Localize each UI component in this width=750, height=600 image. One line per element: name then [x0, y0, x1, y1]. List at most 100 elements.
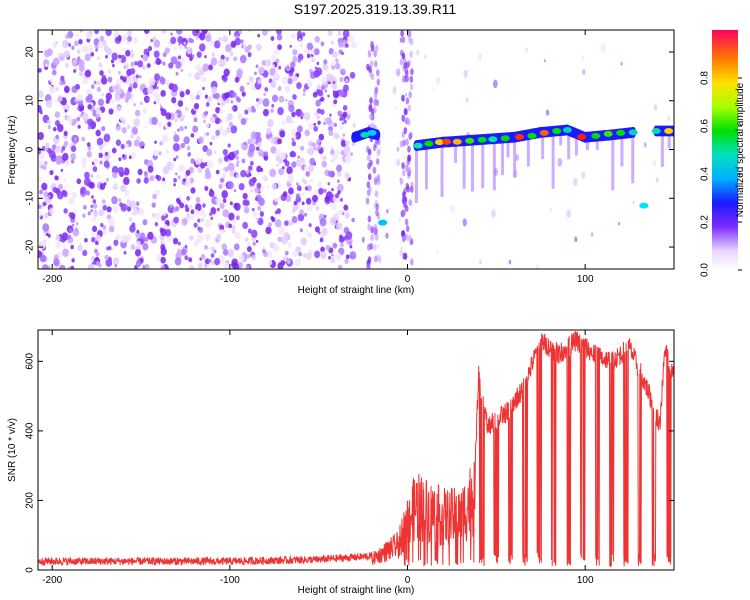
- speckle: [139, 232, 146, 240]
- speckle: [112, 64, 115, 68]
- speckle: [142, 53, 149, 62]
- speckle: [345, 78, 349, 83]
- speckle: [298, 38, 302, 42]
- speckle: [300, 116, 304, 120]
- speckle: [61, 79, 66, 85]
- speckle: [111, 52, 118, 61]
- speckle: [314, 48, 320, 56]
- speckle: [321, 160, 328, 168]
- speckle: [143, 171, 148, 176]
- speckle: [219, 177, 225, 184]
- speckle: [338, 89, 345, 97]
- speckle: [103, 45, 110, 53]
- speckle: [655, 177, 659, 183]
- speckle: [162, 166, 170, 175]
- speckle: [129, 224, 136, 233]
- speckle: [188, 37, 193, 44]
- speckle: [258, 149, 264, 157]
- speckle: [104, 151, 109, 157]
- speckle: [581, 171, 586, 179]
- speckle: [261, 30, 268, 36]
- speckle: [195, 157, 202, 165]
- streak-speckle: [407, 104, 412, 112]
- speckle: [305, 197, 312, 205]
- speckle: [73, 69, 77, 73]
- speckle: [57, 183, 64, 191]
- speckle: [47, 233, 51, 238]
- ridge-core: [378, 219, 388, 226]
- ridge-smear: [559, 130, 563, 146]
- speckle: [147, 97, 150, 101]
- speckle: [159, 104, 163, 108]
- speckle: [38, 201, 41, 206]
- streak-speckle: [406, 167, 410, 175]
- speckle: [102, 228, 108, 236]
- speckle: [168, 62, 174, 69]
- speckle: [331, 82, 338, 90]
- speckle: [271, 183, 278, 190]
- speckle: [105, 54, 108, 59]
- speckle: [292, 55, 298, 63]
- speckle: [131, 152, 136, 159]
- speckle: [259, 189, 263, 193]
- speckle: [256, 146, 260, 151]
- speckle: [277, 138, 283, 145]
- streak-speckle: [402, 209, 406, 217]
- speckle: [306, 42, 313, 51]
- speckle: [234, 202, 241, 211]
- speckle: [75, 83, 80, 90]
- ridge-smear: [541, 132, 545, 160]
- speckle: [336, 170, 342, 177]
- speckle: [274, 48, 280, 55]
- speckle: [249, 173, 252, 177]
- speckle: [331, 60, 335, 66]
- streak-speckle: [373, 228, 378, 236]
- speckle: [41, 182, 48, 191]
- speckle: [71, 258, 75, 263]
- ridge-smear: [440, 142, 444, 197]
- speckle: [174, 257, 182, 266]
- speckle: [314, 112, 317, 116]
- speckle: [200, 217, 205, 223]
- speckle: [136, 240, 141, 247]
- speckle: [225, 56, 230, 62]
- speckle: [321, 85, 325, 91]
- speckle: [38, 90, 44, 98]
- speckle: [252, 211, 258, 218]
- streak-speckle: [401, 94, 405, 102]
- speckle: [259, 210, 264, 217]
- speckle: [75, 209, 78, 213]
- speckle: [190, 187, 196, 194]
- speckle: [173, 157, 177, 162]
- speckle: [211, 260, 215, 266]
- speckle: [153, 101, 157, 105]
- speckle: [340, 242, 344, 248]
- speckle: [216, 233, 222, 240]
- speckle: [478, 52, 483, 62]
- speckle: [38, 146, 42, 155]
- ridge-smear: [414, 145, 418, 204]
- speckle: [70, 244, 74, 250]
- speckle: [99, 160, 103, 165]
- speckle: [270, 146, 277, 154]
- speckle: [303, 88, 306, 93]
- speckle: [77, 125, 81, 129]
- speckle: [155, 57, 162, 65]
- speckle: [288, 104, 295, 113]
- speckle: [318, 231, 321, 235]
- speckle: [462, 218, 467, 227]
- heatmap-x-axis-label: Height of straight line (km): [298, 285, 415, 296]
- speckle: [217, 42, 221, 46]
- speckle: [435, 76, 441, 85]
- speckle: [255, 103, 260, 108]
- streak-speckle: [373, 91, 378, 99]
- speckle: [143, 64, 148, 69]
- speckle: [102, 224, 107, 230]
- speckle: [296, 30, 303, 38]
- speckle: [77, 106, 80, 111]
- speckle: [177, 248, 181, 254]
- speckle: [225, 98, 230, 104]
- streak-speckle: [403, 127, 408, 135]
- streak-speckle: [409, 50, 413, 58]
- speckle: [351, 141, 356, 147]
